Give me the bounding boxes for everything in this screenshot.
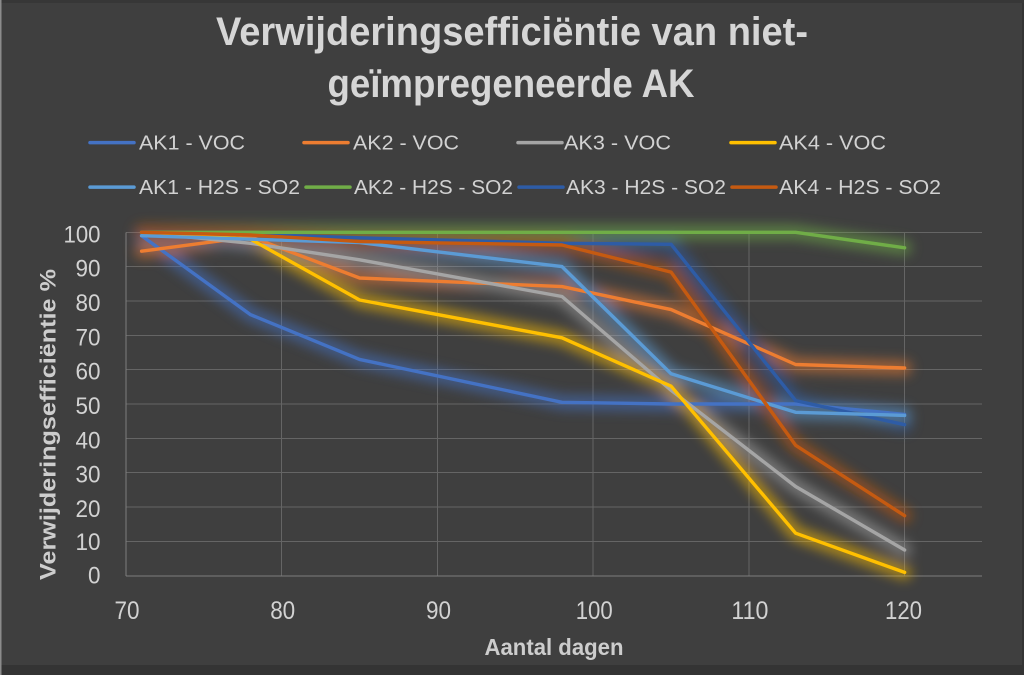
svg-text:AK2 - H2S - SO2: AK2 - H2S - SO2 — [354, 177, 513, 199]
svg-text:AK1 - H2S - SO2: AK1 - H2S - SO2 — [139, 177, 300, 199]
svg-text:50: 50 — [76, 393, 101, 420]
svg-text:40: 40 — [76, 427, 101, 454]
svg-text:100: 100 — [64, 221, 101, 248]
svg-text:90: 90 — [76, 256, 101, 283]
svg-text:AK2 - VOC: AK2 - VOC — [353, 133, 459, 155]
svg-text:60: 60 — [76, 359, 101, 386]
svg-text:20: 20 — [76, 496, 101, 523]
svg-text:70: 70 — [76, 324, 101, 351]
svg-text:0: 0 — [88, 563, 101, 590]
svg-text:AK4 - H2S - SO2: AK4 - H2S - SO2 — [779, 177, 941, 199]
svg-text:AK3 - VOC: AK3 - VOC — [564, 133, 671, 155]
svg-text:AK1 - VOC: AK1 - VOC — [139, 133, 245, 155]
svg-text:80: 80 — [76, 290, 101, 317]
svg-text:Verwijderingsefficiëntie %: Verwijderingsefficiëntie % — [36, 269, 61, 580]
svg-text:30: 30 — [76, 462, 101, 489]
svg-text:geïmpregeneerde AK: geïmpregeneerde AK — [328, 62, 695, 106]
svg-text:120: 120 — [885, 597, 922, 625]
svg-text:100: 100 — [576, 597, 613, 625]
svg-text:90: 90 — [426, 597, 451, 625]
svg-text:Aantal dagen: Aantal dagen — [485, 634, 624, 660]
svg-text:110: 110 — [731, 597, 768, 625]
svg-text:Verwijderingsefficiëntie van n: Verwijderingsefficiëntie van niet- — [216, 10, 808, 54]
svg-text:AK4 - VOC: AK4 - VOC — [779, 133, 886, 155]
svg-text:80: 80 — [270, 597, 295, 625]
svg-text:70: 70 — [115, 597, 140, 625]
svg-text:AK3 - H2S - SO2: AK3 - H2S - SO2 — [566, 177, 726, 199]
svg-text:10: 10 — [76, 529, 101, 556]
